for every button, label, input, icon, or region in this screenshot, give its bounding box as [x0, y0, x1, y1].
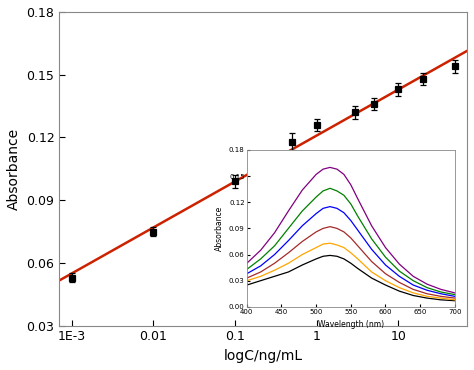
Y-axis label: Absorbance: Absorbance — [7, 128, 21, 210]
X-axis label: logC/ng/mL: logC/ng/mL — [224, 349, 303, 363]
